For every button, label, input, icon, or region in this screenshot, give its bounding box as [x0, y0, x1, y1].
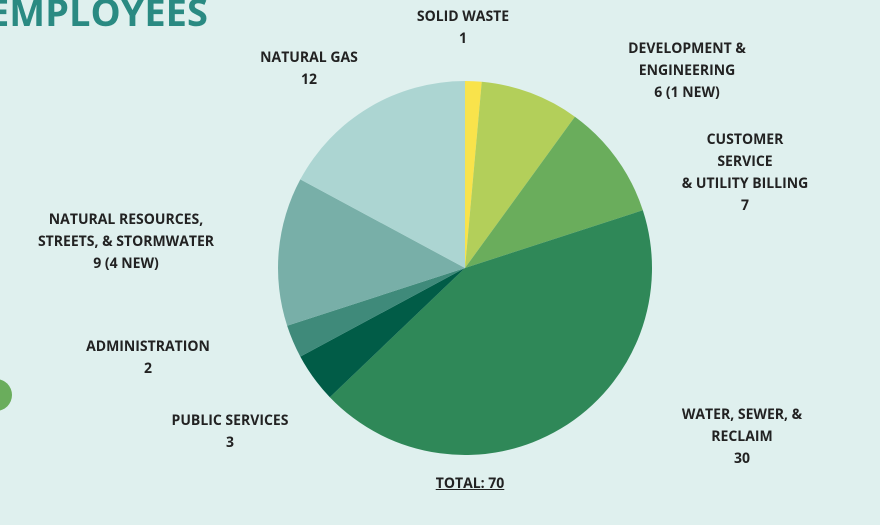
slice-label: PUBLIC SERVICES 3	[172, 410, 289, 454]
value-label: 2	[143, 359, 152, 378]
category-label: ADMINISTRATION	[86, 337, 210, 356]
category-label: NATURAL GAS	[260, 48, 358, 67]
slice-label: DEVELOPMENT & ENGINEERING 6 (1 NEW)	[591, 38, 784, 104]
pie-slice	[287, 268, 465, 357]
pie-slice	[300, 268, 465, 398]
slice-label: CUSTOMER SERVICE & UTILITY BILLING 7	[678, 129, 813, 217]
category-label: NATURAL RESOURCES, STREETS, & STORMWATER	[37, 210, 215, 251]
total-label: TOTAL: 70	[435, 474, 505, 493]
category-label: CUSTOMER SERVICE & UTILITY BILLING	[681, 130, 809, 193]
slice-label: SOLID WASTE 1	[417, 6, 509, 50]
pie-slice	[465, 81, 575, 268]
category-label: DEVELOPMENT & ENGINEERING	[628, 39, 746, 80]
value-label: 3	[225, 433, 235, 452]
value-label: 7	[740, 196, 749, 215]
category-label: PUBLIC SERVICES	[171, 411, 289, 430]
pie-slice	[300, 81, 465, 268]
decor-blob	[0, 379, 12, 411]
value-label: 1	[458, 29, 468, 48]
pie-slice	[329, 210, 653, 455]
category-label: WATER, SEWER, & RECLAIM	[681, 405, 803, 446]
slice-label: WATER, SEWER, & RECLAIM 30	[673, 404, 811, 470]
value-label: 12	[300, 70, 317, 89]
value-label: 30	[733, 449, 750, 468]
pie	[278, 81, 653, 455]
slice-label: NATURAL GAS 12	[260, 47, 358, 91]
pie-slice	[278, 179, 465, 326]
slice-label: ADMINISTRATION 2	[86, 336, 210, 380]
pie-slice	[465, 116, 643, 268]
slice-label: NATURAL RESOURCES, STREETS, & STORMWATER…	[38, 209, 214, 275]
pie-slice	[465, 81, 482, 268]
value-label: 9 (4 NEW)	[93, 254, 159, 273]
value-label: 6 (1 NEW)	[654, 83, 720, 102]
chart-title: EMPLOYEES	[0, 0, 208, 38]
category-label: SOLID WASTE	[416, 7, 510, 26]
